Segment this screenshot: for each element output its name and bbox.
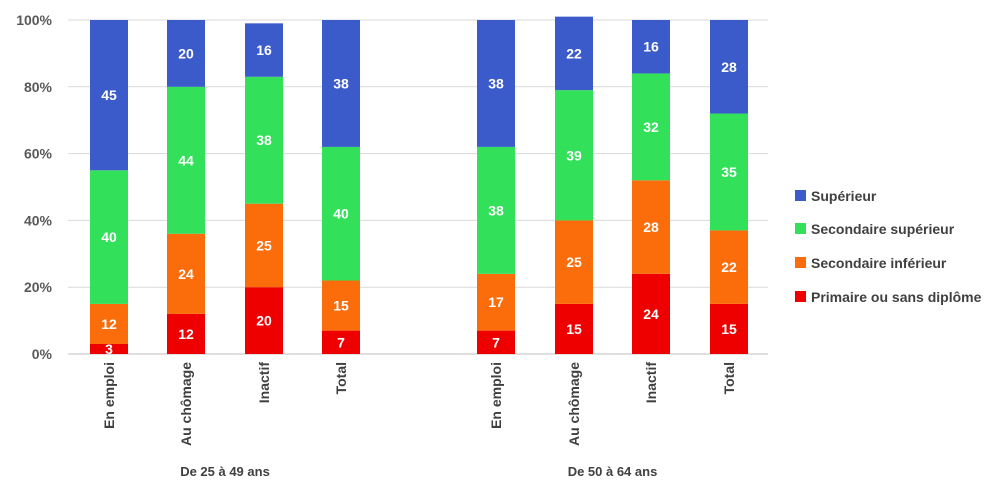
data-label: 38 xyxy=(488,75,504,91)
data-label: 25 xyxy=(566,254,582,270)
y-axis: 0% 20% 40% 60% 80% 100% xyxy=(16,12,52,362)
data-label: 17 xyxy=(488,294,504,310)
bar-segment xyxy=(167,86,205,234)
legend-label: Secondaire inférieur xyxy=(811,255,947,271)
bar-segment xyxy=(710,20,748,114)
bar-segment xyxy=(90,170,128,304)
bar-segment xyxy=(632,180,670,274)
data-label: 20 xyxy=(256,313,272,329)
data-label: 15 xyxy=(721,321,737,337)
data-label: 35 xyxy=(721,164,737,180)
data-label: 40 xyxy=(101,229,117,245)
legend-label: Secondaire supérieur xyxy=(811,221,955,237)
legend-swatch xyxy=(795,257,806,268)
x-tick-label: Total xyxy=(333,362,349,394)
bar-segment xyxy=(710,230,748,304)
data-label: 38 xyxy=(256,132,272,148)
y-tick-label: 20% xyxy=(24,279,53,295)
data-label: 38 xyxy=(488,202,504,218)
bars: 3 12 40 45 12 24 44 20 20 25 38 16 7 15 40 38 7 17 38 38 15 2… xyxy=(90,16,748,357)
bar-segment xyxy=(710,113,748,231)
legend-label: Primaire ou sans diplôme xyxy=(811,289,982,305)
bar-segment xyxy=(477,20,515,147)
data-label: 44 xyxy=(178,152,194,168)
bar-segment xyxy=(477,273,515,331)
data-label: 28 xyxy=(721,59,737,75)
legend-swatch xyxy=(795,291,806,302)
legend-swatch xyxy=(795,223,806,234)
y-tick-label: 80% xyxy=(24,79,53,95)
data-label: 16 xyxy=(256,42,272,58)
x-tick-label: Inactif xyxy=(256,362,272,404)
y-tick-label: 40% xyxy=(24,212,53,228)
bar-segment xyxy=(555,220,593,304)
data-label: 20 xyxy=(178,45,194,61)
legend-swatch xyxy=(795,190,806,201)
bar-segment xyxy=(167,233,205,314)
bar-segment xyxy=(90,303,128,344)
bar-segment xyxy=(555,16,593,91)
bar-segment xyxy=(555,90,593,221)
bar-segment xyxy=(632,273,670,354)
data-label: 16 xyxy=(643,39,659,55)
data-label: 40 xyxy=(333,206,349,222)
bar-segment xyxy=(245,76,283,204)
data-label: 45 xyxy=(101,87,117,103)
data-label: 24 xyxy=(643,306,659,322)
x-tick-label: Au chômage xyxy=(566,362,582,446)
bar-segment xyxy=(322,20,360,147)
data-label: 12 xyxy=(178,326,194,342)
bar-segment xyxy=(322,280,360,331)
data-label: 39 xyxy=(566,147,582,163)
bar-segment xyxy=(90,343,128,354)
data-label: 28 xyxy=(643,219,659,235)
x-tick-label: Au chômage xyxy=(178,362,194,446)
bar-segment xyxy=(632,20,670,74)
bar-segment xyxy=(322,330,360,354)
bar-segment xyxy=(167,20,205,87)
data-label: 12 xyxy=(101,316,117,332)
data-label: 22 xyxy=(566,45,582,61)
data-label: 24 xyxy=(178,266,194,282)
data-label: 15 xyxy=(333,298,349,314)
data-label: 7 xyxy=(492,334,500,350)
bar-segment xyxy=(477,330,515,354)
data-label: 22 xyxy=(721,259,737,275)
x-tick-label: En emploi xyxy=(101,362,117,429)
bar-segment xyxy=(167,313,205,354)
group-label: De 25 à 49 ans xyxy=(180,464,270,479)
data-label: 7 xyxy=(337,334,345,350)
data-label: 38 xyxy=(333,75,349,91)
legend-label: Supérieur xyxy=(811,188,877,204)
legend: Supérieur Secondaire supérieur Secondaire … xyxy=(795,188,982,305)
data-label: 3 xyxy=(105,341,113,357)
x-tick-label: Total xyxy=(721,362,737,394)
y-tick-label: 100% xyxy=(16,12,52,28)
bar-segment xyxy=(477,146,515,274)
x-tick-label: Inactif xyxy=(643,362,659,404)
x-tick-label: En emploi xyxy=(488,362,504,429)
data-label: 32 xyxy=(643,119,659,135)
data-label: 25 xyxy=(256,237,272,253)
x-axis: En emploi Au chômage Inactif Total En emploi… xyxy=(101,362,737,479)
bar-segment xyxy=(632,73,670,181)
data-label: 15 xyxy=(566,321,582,337)
group-label: De 50 à 64 ans xyxy=(568,464,658,479)
bar-segment xyxy=(245,23,283,77)
bar-segment xyxy=(710,303,748,354)
bar-segment xyxy=(245,287,283,354)
y-tick-label: 60% xyxy=(24,146,53,162)
bar-segment xyxy=(245,203,283,288)
bar-segment xyxy=(555,303,593,354)
bar-segment xyxy=(90,20,128,171)
bar-segment xyxy=(322,146,360,281)
y-tick-label: 0% xyxy=(32,346,53,362)
